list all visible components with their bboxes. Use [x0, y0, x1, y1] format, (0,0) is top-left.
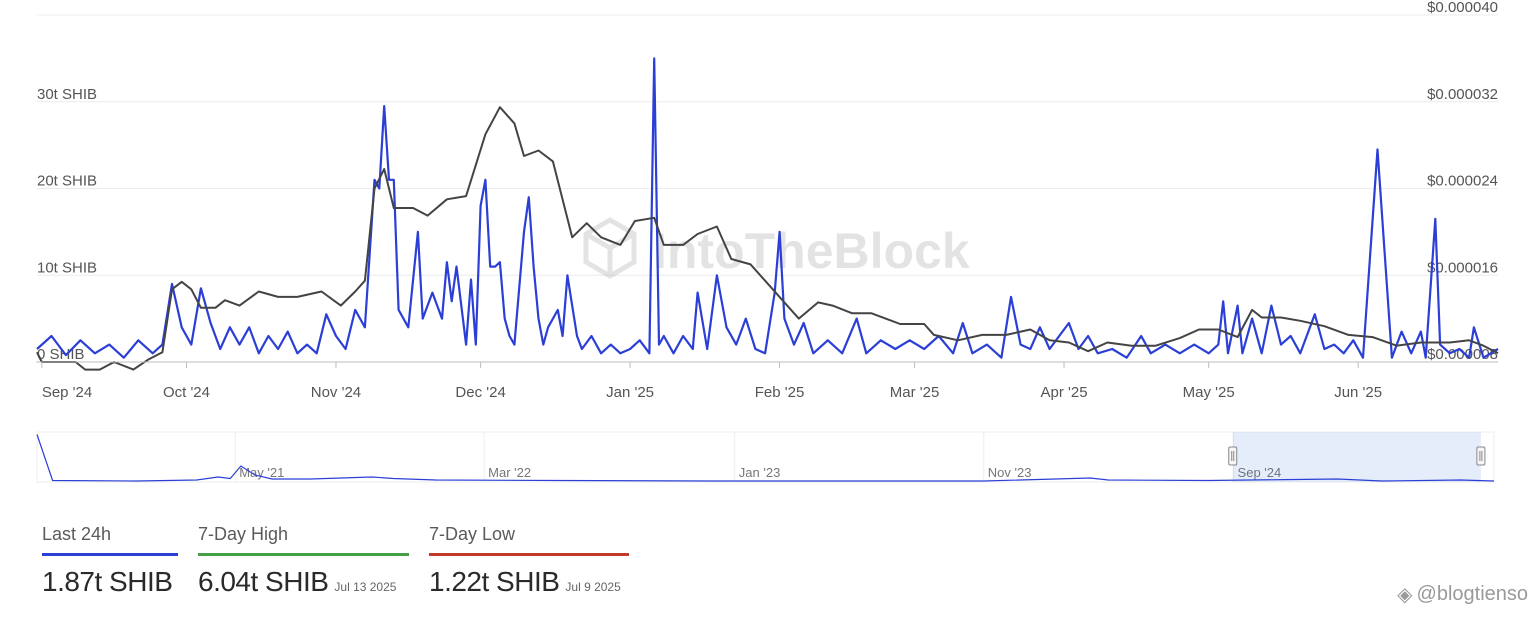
stat-value: 1.22t SHIB — [429, 566, 560, 597]
series-line-volume — [36, 57, 1499, 359]
navigator-tick-label: Jan '23 — [739, 465, 781, 480]
navigator-line — [36, 434, 1495, 482]
x-tick-label: Mar '25 — [890, 384, 940, 401]
stats-row: Last 24h 1.87t SHIB 7-Day High 6.04t SHI… — [42, 524, 629, 598]
stat-value: 1.87t SHIB — [42, 566, 173, 597]
right-tick-label: $0.000016 — [1427, 259, 1498, 276]
source-credit: ◈ @blogtienso — [1397, 582, 1528, 607]
navigator-selection — [1232, 432, 1481, 482]
watermark-text: IntoTheBlock — [653, 223, 970, 279]
source-credit-text: @blogtienso — [1416, 583, 1528, 605]
stat-date: Jul 13 2025 — [334, 580, 397, 594]
navigator-tick-label: May '21 — [239, 465, 284, 480]
left-tick-label: 10t SHIB — [37, 259, 97, 276]
stat-date: Jul 9 2025 — [565, 580, 621, 594]
x-tick-label: May '25 — [1183, 384, 1235, 401]
series-line-price — [36, 106, 1499, 371]
left-tick-label: 0 SHIB — [37, 346, 85, 363]
x-tick-label: Feb '25 — [755, 384, 805, 401]
x-tick-label: Nov '24 — [311, 384, 361, 401]
stat-7day-low: 7-Day Low 1.22t SHIB Jul 9 2025 — [429, 524, 629, 598]
x-tick-label: Oct '24 — [163, 384, 210, 401]
stat-label: 7-Day Low — [429, 524, 629, 556]
left-axis: 0 SHIB 10t SHIB 20t SHIB 30t SHIB — [37, 86, 97, 363]
stat-last-24h: Last 24h 1.87t SHIB — [42, 524, 178, 598]
navigator-tick-label: Sep '24 — [1238, 465, 1282, 480]
stat-value: 6.04t SHIB — [198, 566, 329, 597]
left-tick-label: 20t SHIB — [37, 173, 97, 190]
stat-7day-high: 7-Day High 6.04t SHIB Jul 13 2025 — [198, 524, 409, 598]
navigator-left-handle[interactable] — [1228, 446, 1238, 466]
grid — [37, 14, 1498, 363]
stat-label: Last 24h — [42, 524, 178, 556]
navigator-right-handle[interactable] — [1476, 446, 1486, 466]
navigator-tick-label: Nov '23 — [988, 465, 1032, 480]
stat-label: 7-Day High — [198, 524, 409, 556]
x-axis: Sep '24 Oct '24 Nov '24 Dec '24 Jan '25 Feb '… — [41, 362, 1382, 401]
x-tick-label: Sep '24 — [42, 384, 92, 401]
navigator-tick-label: Mar '22 — [488, 465, 531, 480]
left-tick-label: 30t SHIB — [37, 86, 97, 103]
diamond-logo-icon: ◈ — [1397, 584, 1413, 606]
right-tick-label: $0.000032 — [1427, 86, 1498, 103]
right-tick-label: $0.000040 — [1427, 0, 1498, 16]
x-tick-label: Dec '24 — [455, 384, 505, 401]
x-tick-label: Jun '25 — [1334, 384, 1382, 401]
series — [36, 57, 1499, 371]
x-tick-label: Jan '25 — [606, 384, 654, 401]
x-tick-label: Apr '25 — [1041, 384, 1088, 401]
navigator-frame — [36, 431, 1495, 483]
right-tick-label: $0.000024 — [1427, 173, 1498, 190]
range-navigator[interactable]: May '21 Mar '22 Jan '23 Nov '23 Sep '24 — [36, 431, 1495, 483]
intotheblock-watermark: IntoTheBlock — [583, 217, 970, 279]
